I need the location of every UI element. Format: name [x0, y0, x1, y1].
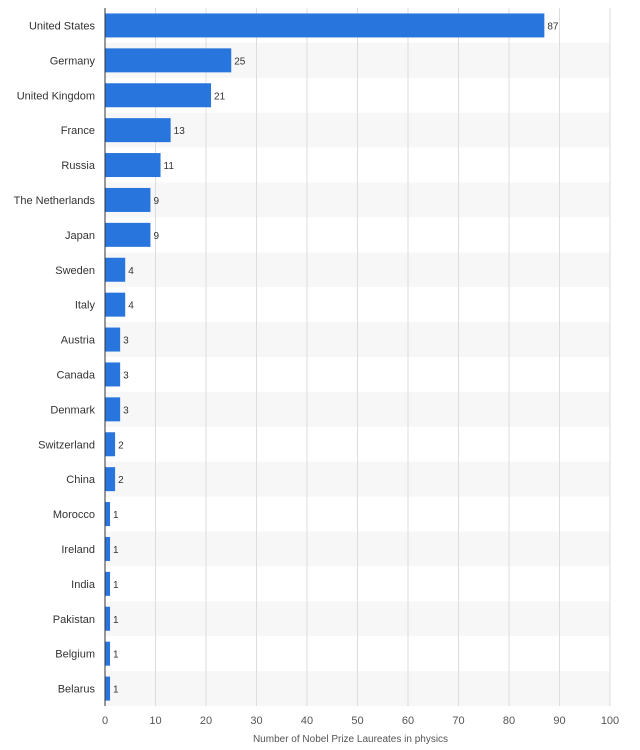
- category-label: United Kingdom: [17, 90, 95, 102]
- category-label: Sweden: [55, 265, 95, 277]
- x-tick-label: 100: [601, 715, 619, 727]
- category-label: Russia: [61, 160, 96, 172]
- data-label: 1: [113, 545, 119, 556]
- category-label: Belgium: [55, 649, 95, 661]
- data-label: 1: [113, 685, 119, 696]
- data-label: 9: [153, 231, 159, 242]
- data-label: 9: [153, 196, 159, 207]
- x-tick-label: 50: [351, 715, 363, 727]
- bar[interactable]: [105, 187, 151, 212]
- category-label: Morocco: [53, 509, 95, 521]
- x-tick-label: 0: [102, 715, 108, 727]
- bar[interactable]: [105, 432, 116, 457]
- data-label: 25: [234, 56, 246, 67]
- bar[interactable]: [105, 13, 545, 38]
- data-label: 21: [214, 91, 226, 102]
- category-label: Austria: [61, 335, 96, 347]
- category-label: Italy: [75, 300, 96, 312]
- data-label: 1: [113, 510, 119, 521]
- bar[interactable]: [105, 153, 161, 178]
- data-label: 11: [164, 161, 175, 172]
- category-label: Denmark: [50, 404, 95, 416]
- bar[interactable]: [105, 502, 111, 527]
- category-label: Ireland: [61, 544, 95, 556]
- x-tick-labels: 0 10 20 30 40 50 60 70 80 90 100: [102, 715, 619, 727]
- category-label: The Netherlands: [14, 195, 96, 207]
- data-label: 1: [113, 650, 119, 661]
- x-tick-label: 20: [200, 715, 212, 727]
- data-label: 1: [113, 580, 119, 591]
- x-tick-label: 10: [149, 715, 161, 727]
- bar[interactable]: [105, 467, 116, 492]
- bar[interactable]: [105, 641, 111, 666]
- bars-group: [105, 13, 545, 701]
- bar[interactable]: [105, 362, 121, 387]
- category-label: France: [61, 125, 95, 137]
- category-label: Japan: [65, 230, 95, 242]
- bar[interactable]: [105, 222, 151, 247]
- bar[interactable]: [105, 292, 126, 317]
- category-label: Pakistan: [53, 614, 95, 626]
- x-tick-label: 70: [452, 715, 464, 727]
- x-tick-label: 90: [553, 715, 565, 727]
- category-label: India: [71, 579, 96, 591]
- category-labels: United States Germany United Kingdom France…: [14, 20, 96, 695]
- x-tick-label: 80: [503, 715, 515, 727]
- bar[interactable]: [105, 83, 212, 108]
- bar[interactable]: [105, 536, 111, 561]
- category-label: Germany: [50, 55, 96, 67]
- data-label: 87: [547, 21, 559, 32]
- bar[interactable]: [105, 606, 111, 631]
- data-label: 2: [118, 440, 124, 451]
- x-tick-label: 30: [250, 715, 262, 727]
- category-label: Canada: [56, 369, 95, 381]
- data-label: 3: [123, 370, 129, 381]
- data-label: 13: [174, 126, 186, 137]
- data-label: 4: [128, 301, 134, 312]
- bar[interactable]: [105, 676, 111, 701]
- category-label: United States: [29, 20, 96, 32]
- x-tick-label: 40: [301, 715, 313, 727]
- category-label: Switzerland: [38, 439, 95, 451]
- data-label: 3: [123, 336, 129, 347]
- data-label: 1: [113, 615, 119, 626]
- data-label: 4: [128, 266, 134, 277]
- bar[interactable]: [105, 571, 111, 596]
- x-tick-label: 60: [402, 715, 414, 727]
- bar[interactable]: [105, 48, 232, 73]
- x-axis-title: Number of Nobel Prize Laureates in physi…: [253, 734, 448, 745]
- data-label: 2: [118, 475, 124, 486]
- bar[interactable]: [105, 397, 121, 422]
- bar[interactable]: [105, 327, 121, 352]
- bar[interactable]: [105, 118, 171, 143]
- category-label: China: [66, 474, 96, 486]
- data-label: 3: [123, 405, 129, 416]
- bar[interactable]: [105, 257, 126, 282]
- category-label: Belarus: [58, 684, 96, 696]
